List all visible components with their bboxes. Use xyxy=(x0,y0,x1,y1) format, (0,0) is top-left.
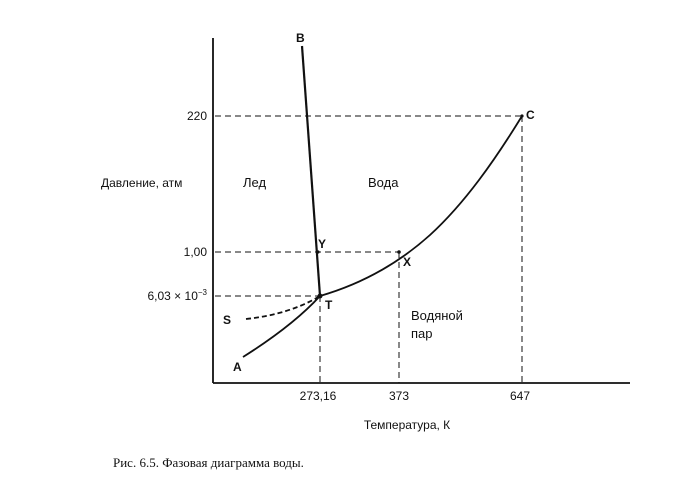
guide-lines xyxy=(215,115,523,383)
vaporization-curve-TC xyxy=(319,115,523,297)
y-tick-triple-point: 6,03 × 10−3 xyxy=(147,288,207,303)
melting-curve-TB xyxy=(300,45,322,297)
x-tick-273-16: 273,16 xyxy=(300,389,337,403)
x-tick-373: 373 xyxy=(389,389,409,403)
region-water-label: Вода xyxy=(368,175,399,190)
supercooled-curve-ST xyxy=(245,295,321,320)
point-label-c: C xyxy=(526,108,535,122)
x-axis-title: Температура, К xyxy=(364,418,450,432)
triple-point-dot xyxy=(317,293,323,299)
x-tick-647: 647 xyxy=(510,389,530,403)
region-vapor-label-line1: Водяной xyxy=(411,308,463,323)
point-label-x: X xyxy=(403,255,411,269)
y-tick-220: 220 xyxy=(187,109,207,123)
point-c-dot xyxy=(520,114,524,118)
point-label-a: A xyxy=(233,360,242,374)
y-axis-title: Давление, атм xyxy=(101,176,182,190)
point-label-b: B xyxy=(296,31,305,45)
point-label-y: Y xyxy=(318,237,326,251)
y-tick-1-00: 1,00 xyxy=(184,245,208,259)
region-ice-label: Лед xyxy=(243,175,266,190)
figure-caption: Рис. 6.5. Фазовая диаграмма воды. xyxy=(113,455,304,470)
sublimation-curve-AT xyxy=(242,295,321,358)
point-x-dot xyxy=(397,250,401,254)
point-y-dot xyxy=(316,250,320,254)
point-label-t: T xyxy=(325,298,333,312)
region-vapor-label-line2: пар xyxy=(411,326,433,341)
point-label-s: S xyxy=(223,313,231,327)
